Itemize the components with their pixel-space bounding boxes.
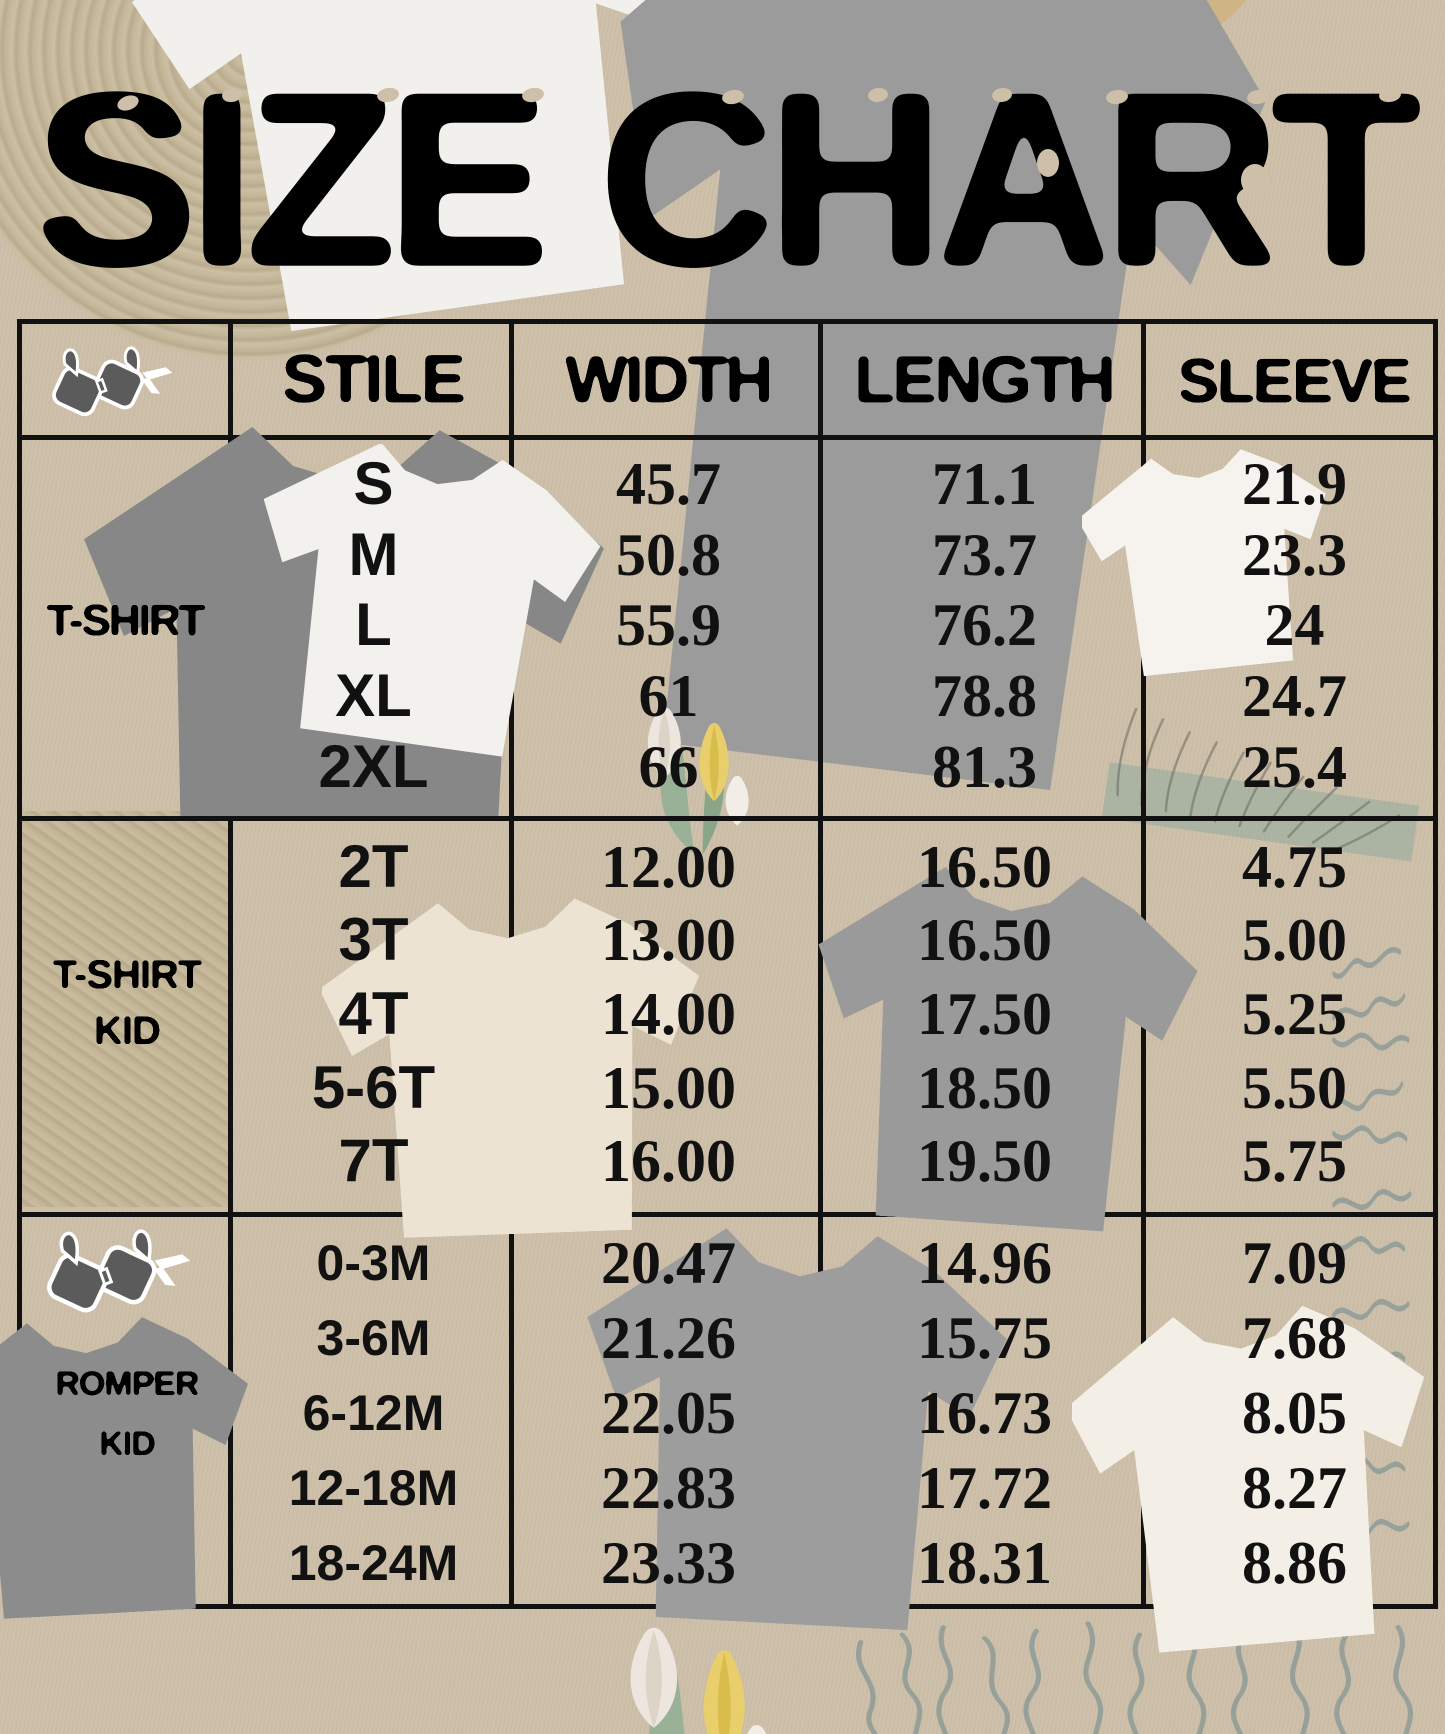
svg-text:LENGTH: LENGTH [854, 342, 1113, 416]
svg-text:KID: KID [99, 1425, 155, 1463]
svg-text:T-SHIRT: T-SHIRT [46, 596, 205, 645]
svg-text:ROMPER: ROMPER [55, 1365, 199, 1403]
svg-text:T-SHIRT: T-SHIRT [53, 953, 202, 997]
svg-text:KID: KID [94, 1009, 160, 1053]
svg-text:SLEEVE: SLEEVE [1178, 347, 1411, 416]
svg-text:STILE: STILE [282, 341, 465, 417]
svg-text:WIDTH: WIDTH [565, 342, 771, 416]
